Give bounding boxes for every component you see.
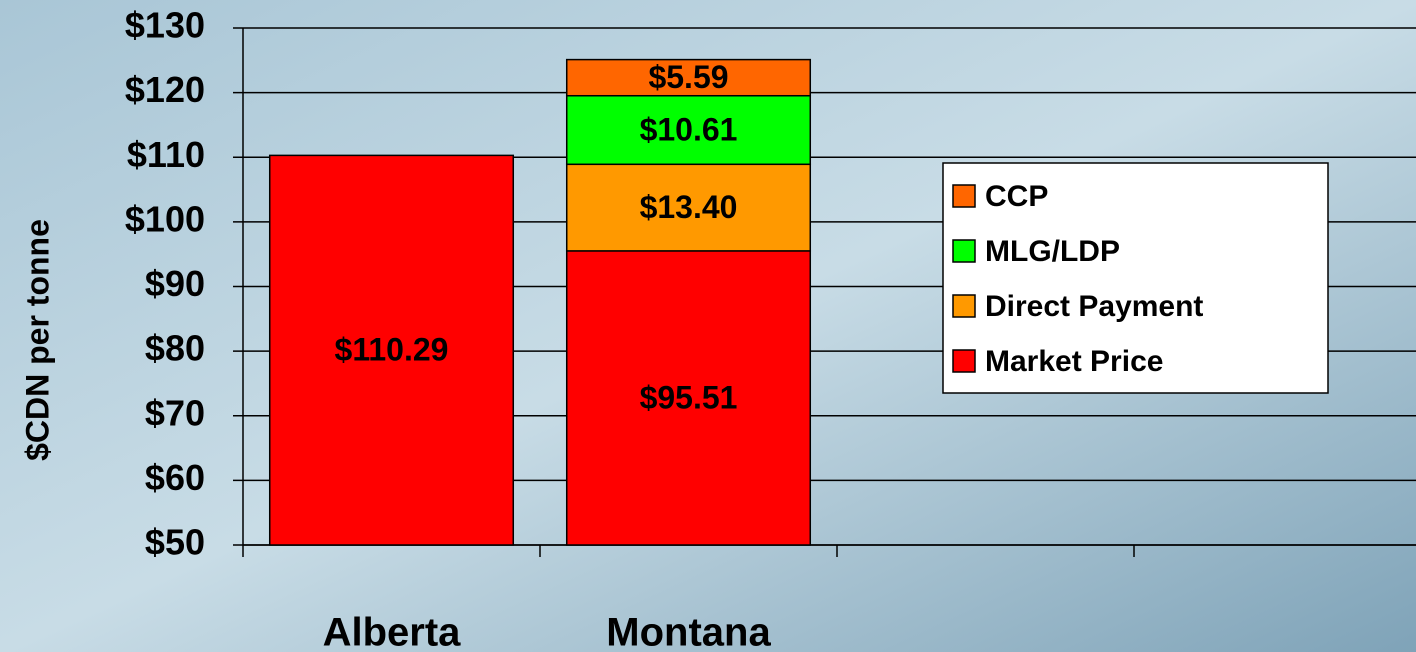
- y-tick-label: $70: [145, 392, 205, 433]
- x-tick-label: Alberta: [323, 611, 462, 652]
- value-label: $10.61: [640, 111, 738, 147]
- bar-segment: [565, 94, 812, 166]
- bar-segment: [565, 58, 812, 97]
- legend-swatch: [952, 239, 976, 263]
- legend-swatch: [952, 349, 976, 373]
- y-tick-label: $110: [127, 134, 205, 175]
- y-tick-label: $130: [125, 5, 205, 46]
- value-label: $110.29: [335, 332, 449, 368]
- value-label: $95.51: [640, 379, 738, 415]
- value-label: $5.59: [648, 59, 728, 95]
- bar-segment: [268, 154, 515, 546]
- legend-label: Market Price: [985, 345, 1163, 378]
- legend-swatch: [952, 294, 976, 318]
- legend-box: [942, 162, 1329, 394]
- bar-segment: [565, 163, 812, 252]
- x-tick-label: Montana: [606, 611, 771, 652]
- y-tick-label: $60: [145, 457, 205, 498]
- value-label: $13.40: [640, 189, 738, 225]
- legend-swatch: [952, 184, 976, 208]
- y-tick-label: $120: [125, 69, 205, 110]
- legend-label: MLG/LDP: [985, 235, 1120, 268]
- legend-label: Direct Payment: [985, 290, 1203, 323]
- y-tick-label: $80: [145, 328, 205, 369]
- y-axis-label: $CDN per tonne: [19, 219, 55, 461]
- legend-label: CCP: [985, 180, 1048, 213]
- y-tick-label: $90: [145, 263, 205, 304]
- y-tick-label: $50: [145, 522, 205, 563]
- y-tick-label: $100: [125, 198, 205, 239]
- bar-segment: [565, 250, 812, 546]
